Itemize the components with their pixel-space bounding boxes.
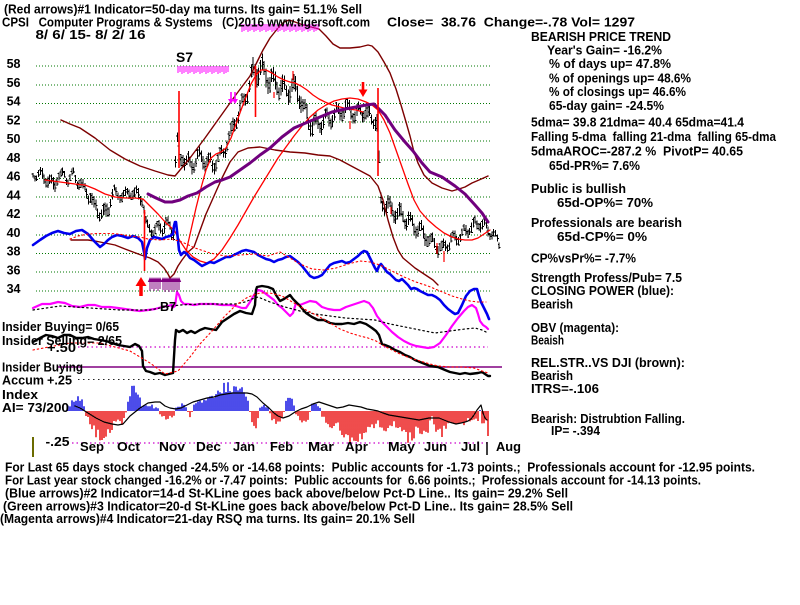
- svg-text:54: 54: [7, 95, 21, 109]
- svg-text:46: 46: [7, 170, 21, 184]
- svg-text:B7: B7: [160, 299, 176, 314]
- svg-text:For Last 65 days stock changed: For Last 65 days stock changed -24.5% or…: [5, 461, 755, 475]
- svg-text:50: 50: [7, 132, 21, 146]
- svg-text:Mar: Mar: [308, 440, 334, 454]
- svg-text:5dma= 39.8 21dma= 40.4 65dma=4: 5dma= 39.8 21dma= 40.4 65dma=41.4: [531, 115, 745, 130]
- svg-text:Sep: Sep: [80, 440, 104, 454]
- svg-text:Accum: Accum: [2, 373, 44, 388]
- svg-text:Insider Buying: Insider Buying: [2, 360, 83, 375]
- svg-text:S7: S7: [176, 49, 193, 65]
- svg-text:CLOSING POWER (blue):: CLOSING POWER (blue):: [531, 283, 674, 298]
- svg-text:CPSI Computer Programs & Sys: CPSI Computer Programs & Systems (C)2016…: [2, 15, 370, 30]
- svg-text:65d-OP%= 70%: 65d-OP%= 70%: [557, 195, 653, 210]
- svg-text:Jun: Jun: [424, 440, 447, 454]
- svg-text:Public is bullish: Public is bullish: [531, 181, 626, 196]
- svg-text:52: 52: [7, 113, 21, 127]
- svg-text:Aug: Aug: [496, 440, 521, 454]
- svg-text:BEARISH PRICE TREND: BEARISH PRICE TREND: [531, 29, 671, 44]
- svg-text:36: 36: [7, 263, 21, 277]
- svg-text:(Red arrows)#1 Indicator=50-da: (Red arrows)#1 Indicator=50-day ma turns…: [4, 2, 362, 17]
- svg-text:IP= -.394: IP= -.394: [551, 423, 601, 438]
- svg-text:Insider Selling= 2/65: Insider Selling= 2/65: [2, 333, 122, 348]
- svg-text:Jan: Jan: [233, 440, 255, 454]
- svg-text:Close= 38.76 Change=-.78 Vol: Close= 38.76 Change=-.78 Vol= 1297: [387, 15, 635, 30]
- svg-text:REL.STR..VS DJI (brown):: REL.STR..VS DJI (brown):: [531, 355, 685, 370]
- svg-text:48: 48: [7, 151, 21, 165]
- svg-text:For Last year stock changed -1: For Last year stock changed -16.2% or -7…: [5, 474, 701, 488]
- svg-text:Bearish: Bearish: [531, 368, 573, 383]
- svg-text:Apr: Apr: [345, 440, 368, 454]
- svg-text:May: May: [388, 440, 415, 454]
- svg-text:40: 40: [7, 226, 21, 240]
- svg-text:65d-CP%= 0%: 65d-CP%= 0%: [557, 229, 647, 244]
- svg-text:% of closings up= 46.6%: % of closings up= 46.6%: [549, 84, 686, 99]
- svg-text:Falling 5-dma falling 21-dma: Falling 5-dma falling 21-dma falling 65-…: [531, 129, 777, 144]
- svg-text:Bearish: Bearish: [531, 297, 573, 312]
- svg-text:AI= 73/200: AI= 73/200: [2, 400, 69, 415]
- svg-text:% of openings up= 48.6%: % of openings up= 48.6%: [549, 71, 691, 86]
- svg-text:65-day gain= -24.5%: 65-day gain= -24.5%: [549, 98, 664, 113]
- svg-text:5dmaAROC=-287.2 % PivotP= 40.: 5dmaAROC=-287.2 % PivotP= 40.65: [531, 144, 743, 159]
- svg-text:Year's Gain= -16.2%: Year's Gain= -16.2%: [547, 43, 662, 58]
- svg-text:Strength Profess/Pub= 7.5: Strength Profess/Pub= 7.5: [531, 270, 682, 285]
- svg-text:Jul: Jul: [461, 440, 480, 454]
- svg-text:Feb: Feb: [270, 440, 293, 454]
- svg-text:(Magenta arrows)#4 Indicator=2: (Magenta arrows)#4 Indicator=21-day RSQ …: [0, 512, 415, 526]
- svg-text:42: 42: [7, 207, 21, 221]
- svg-text:ITRS=-.106: ITRS=-.106: [531, 381, 599, 396]
- svg-text:Oct: Oct: [117, 440, 141, 454]
- svg-text:38: 38: [7, 245, 21, 259]
- svg-text:Bearish: Distrubtion Falling.: Bearish: Distrubtion Falling.: [531, 411, 685, 426]
- svg-text:56: 56: [7, 76, 21, 90]
- svg-text:58: 58: [7, 57, 21, 71]
- svg-text:(Blue arrows)#2 Indicator=14-d: (Blue arrows)#2 Indicator=14-d St-KLine …: [5, 487, 568, 501]
- svg-text:34: 34: [7, 282, 21, 296]
- svg-text:CP%vsPr%= -7.7%: CP%vsPr%= -7.7%: [531, 251, 636, 266]
- svg-text:-.25: -.25: [46, 434, 70, 449]
- svg-text:44: 44: [7, 188, 21, 202]
- svg-text:Professionals are bearish: Professionals are bearish: [531, 215, 682, 230]
- svg-text:8/ 6/ 15- 8/ 2/ 16: 8/ 6/ 15- 8/ 2/ 16: [36, 27, 146, 42]
- svg-text:OBV (magenta):: OBV (magenta):: [531, 320, 619, 335]
- svg-text:Beaish: Beaish: [531, 333, 564, 348]
- svg-text:Dec: Dec: [196, 440, 221, 454]
- svg-text:% of days up= 47.8%: % of days up= 47.8%: [549, 56, 671, 71]
- svg-text:(Green arrows)#3 Indicator=20-: (Green arrows)#3 Indicator=20-d St-KLine…: [3, 500, 573, 514]
- svg-text:+.50: +.50: [47, 340, 76, 355]
- svg-text:65d-PR%= 7.6%: 65d-PR%= 7.6%: [549, 158, 640, 173]
- svg-text:Index: Index: [2, 387, 39, 402]
- svg-text:Insider Buying= 0/65: Insider Buying= 0/65: [2, 319, 119, 334]
- svg-text:+.25: +.25: [47, 373, 72, 388]
- svg-text:Nov: Nov: [159, 440, 185, 454]
